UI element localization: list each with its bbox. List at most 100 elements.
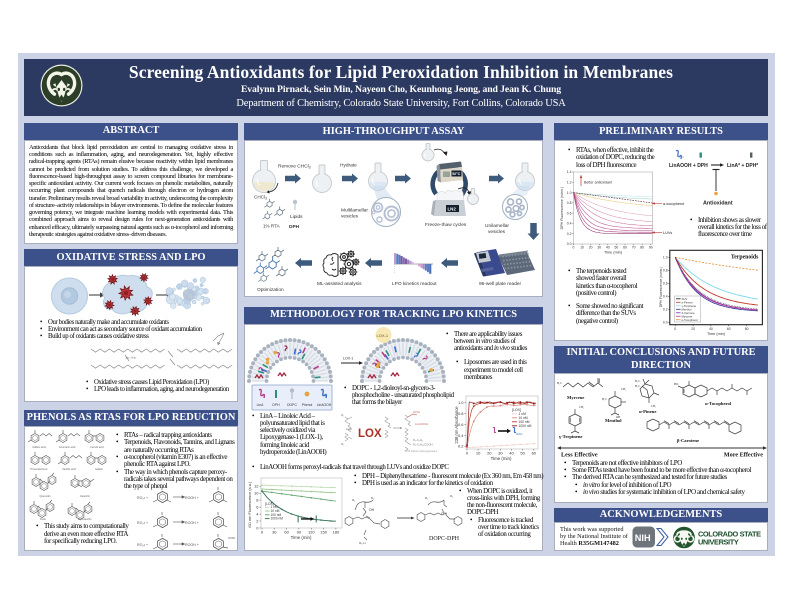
svg-text:HO: HO	[674, 382, 679, 386]
svg-text:6: 6	[256, 504, 259, 509]
svg-text:R₁-C₂H₅: R₁-C₂H₅	[413, 438, 423, 442]
svg-text:More Effective: More Effective	[724, 451, 763, 458]
svg-text:CH₃: CH₃	[651, 404, 656, 408]
svg-text:LN2: LN2	[448, 207, 457, 212]
svg-text:Unilamellar: Unilamellar	[485, 223, 509, 229]
svg-text:Time (min): Time (min)	[707, 332, 726, 336]
svg-text:10: 10	[476, 450, 481, 455]
svg-text:LinA: LinA	[346, 427, 352, 431]
svg-text:R₂-C₇H₁₄COOH: R₂-C₇H₁₄COOH	[413, 442, 433, 446]
svg-text:0: 0	[466, 450, 469, 455]
svg-text:Menthol: Menthol	[605, 418, 622, 423]
svg-text:70: 70	[632, 246, 636, 250]
svg-text:60: 60	[532, 450, 537, 455]
svg-text:β-Carotene: β-Carotene	[677, 438, 699, 443]
svg-text:Terpenoids: Terpenoids	[731, 254, 759, 260]
svg-text:8: 8	[256, 497, 259, 502]
svg-text:0: 0	[573, 246, 575, 250]
svg-text:Remove CHCl3: Remove CHCl3	[278, 164, 311, 170]
svg-text:H₃C: H₃C	[635, 384, 640, 388]
svg-text:Phenol: Phenol	[302, 403, 313, 407]
svg-text:LOX-1: LOX-1	[343, 356, 353, 360]
svg-text:α-Tocopherol: α-Tocopherol	[682, 318, 699, 322]
svg-text:10: 10	[580, 246, 584, 250]
svg-text:Better antioxidant: Better antioxidant	[584, 181, 612, 185]
svg-text:α-Pinene: α-Pinene	[682, 300, 694, 304]
svg-text:Coumaric acid: Coumaric acid	[59, 445, 76, 449]
svg-text:ROOH +: ROOH +	[185, 543, 199, 547]
svg-text:DPH Fluorescence (norm.): DPH Fluorescence (norm.)	[659, 267, 663, 307]
svg-text:1.4: 1.4	[567, 170, 572, 174]
svg-text:2: 2	[256, 518, 259, 523]
svg-text:0.0: 0.0	[663, 321, 668, 325]
svg-text:LOX-1: LOX-1	[377, 332, 389, 337]
svg-text:Antioxidant: Antioxidant	[703, 201, 733, 207]
svg-text:20: 20	[589, 246, 593, 250]
svg-text:80: 80	[745, 327, 749, 331]
svg-text:80: 80	[640, 246, 644, 250]
svg-text:vesicles: vesicles	[488, 229, 506, 235]
svg-text:150: 150	[320, 529, 327, 534]
svg-text:30: 30	[597, 246, 601, 250]
svg-text:90: 90	[649, 246, 653, 250]
svg-text:Caffeic acid: Caffeic acid	[32, 445, 46, 449]
svg-text:NIH: NIH	[635, 533, 651, 543]
svg-text:OOH: OOH	[516, 432, 522, 436]
svg-text:DPH Fluorescence (norm.): DPH Fluorescence (norm.)	[560, 187, 564, 230]
svg-text:R₂: R₂	[341, 442, 345, 446]
svg-text:1.2: 1.2	[567, 181, 572, 185]
svg-text:10 nM: 10 nM	[519, 415, 528, 419]
svg-text:238 nm Absorbance: 238 nm Absorbance	[454, 405, 459, 443]
svg-text:0.8: 0.8	[458, 411, 464, 416]
svg-text:0.2: 0.2	[458, 443, 464, 448]
svg-text:100 nM: 100 nM	[271, 512, 282, 516]
svg-text:RO₂• +: RO₂• +	[137, 496, 148, 500]
svg-text:H₃C: H₃C	[557, 381, 562, 385]
svg-text:Optimization: Optimization	[257, 287, 284, 293]
svg-text:CHCl3: CHCl3	[254, 195, 267, 201]
svg-text:Time (min): Time (min)	[291, 535, 312, 540]
svg-text:40: 40	[606, 246, 610, 250]
svg-text:[LOX]: [LOX]	[265, 502, 274, 506]
svg-text:20: 20	[691, 327, 695, 331]
svg-text:12: 12	[254, 483, 259, 488]
svg-text:LinA* + DPH*: LinA* + DPH*	[727, 163, 758, 169]
svg-text:-H• +H•: -H• +H•	[125, 356, 136, 360]
svg-text:Rutin: Rutin	[40, 517, 47, 521]
svg-text:ROOH +: ROOH +	[185, 521, 199, 525]
svg-text:DPH: DPH	[289, 224, 300, 230]
svg-text:30: 30	[272, 529, 277, 534]
svg-text:0: 0	[261, 529, 264, 534]
svg-text:OH: OH	[369, 508, 375, 512]
svg-text:vesicles: vesicles	[341, 214, 359, 220]
svg-text:40: 40	[709, 327, 713, 331]
svg-text:50: 50	[520, 450, 525, 455]
svg-text:1000 nM: 1000 nM	[519, 423, 532, 427]
svg-text:γ-Terpinene: γ-Terpinene	[558, 434, 582, 439]
svg-text:ROOH +: ROOH +	[185, 496, 199, 500]
svg-text:LUVs: LUVs	[663, 231, 672, 235]
svg-text:UNIVERSITY: UNIVERSITY	[698, 538, 739, 547]
svg-text:R₁: R₁	[425, 496, 428, 500]
svg-text:40: 40	[509, 450, 514, 455]
svg-text:10: 10	[254, 490, 259, 495]
svg-text:LOX isoform lipoxygenase-1: LOX isoform lipoxygenase-1	[405, 449, 438, 453]
svg-text:Time (min): Time (min)	[491, 456, 512, 461]
svg-text:LinAOOH: LinAOOH	[415, 422, 428, 426]
svg-text:R₃-H: R₃-H	[359, 541, 366, 545]
svg-text:Menthol: Menthol	[682, 307, 692, 311]
svg-text:0.0: 0.0	[567, 242, 572, 246]
svg-text:Multilamellar: Multilamellar	[341, 208, 368, 214]
svg-text:R₁: R₁	[341, 413, 344, 417]
svg-text:Myrcene: Myrcene	[682, 314, 693, 318]
svg-text:1 nM: 1 nM	[519, 411, 527, 415]
svg-text:Hydrate: Hydrate	[340, 163, 357, 169]
svg-text:α-Pinene: α-Pinene	[639, 409, 656, 414]
svg-text:Time (min): Time (min)	[604, 251, 623, 255]
svg-text:1.0: 1.0	[567, 191, 572, 195]
svg-text:H₃C: H₃C	[635, 379, 640, 383]
svg-text:DPH: DPH	[272, 403, 280, 407]
svg-text:100 nM: 100 nM	[519, 419, 530, 423]
svg-text:α-Tocopherol: α-Tocopherol	[705, 401, 732, 406]
svg-text:180: 180	[333, 529, 340, 534]
